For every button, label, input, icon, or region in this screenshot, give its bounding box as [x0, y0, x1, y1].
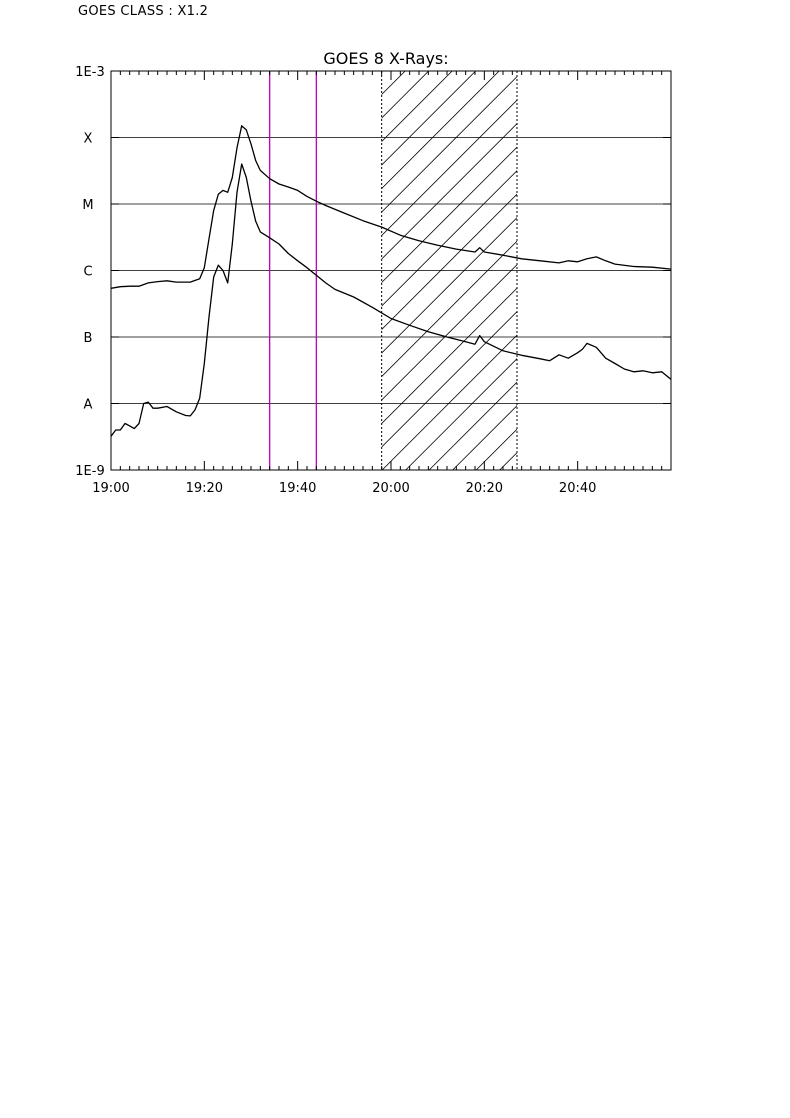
chart-title: GOES 8 X-Rays:: [323, 49, 448, 68]
hatch-stroke: [688, 71, 790, 470]
y-tick-label: M: [82, 198, 93, 213]
y-tick-label: A: [84, 398, 93, 413]
hatch-stroke: [663, 462, 671, 470]
y-tick-label: 1E-3: [75, 65, 104, 80]
axis-tick-labels: 19:00 19:20 19:40 20:00 20:20 20:40 1E-3 X M C B A 1…: [75, 65, 596, 496]
hatch-stroke: [735, 71, 790, 470]
x-tick-label: 20:00: [372, 481, 409, 496]
x-tick-label: 20:40: [559, 481, 596, 496]
hatch-stroke: [758, 71, 790, 470]
y-tick-label: X: [84, 132, 93, 147]
vertical-markers: [269, 71, 317, 470]
hatch-stroke: [711, 71, 790, 470]
goes-class-label: GOES CLASS : X1.2: [78, 4, 209, 19]
hatch-stroke: [782, 71, 790, 470]
x-tick-label: 19:00: [92, 481, 129, 496]
x-tick-label: 20:20: [466, 481, 503, 496]
series-line-2: [111, 163, 671, 437]
y-tick-label: 1E-9: [75, 464, 104, 479]
y-tick-label: B: [84, 331, 93, 346]
y-tick-label: C: [83, 265, 92, 280]
series-lines: [111, 125, 671, 437]
axis-ticks: [110, 70, 672, 471]
x-tick-label: 19:20: [186, 481, 223, 496]
x-tick-label: 19:40: [279, 481, 316, 496]
series-line-1: [111, 125, 671, 289]
hatched-interval: [111, 71, 790, 470]
